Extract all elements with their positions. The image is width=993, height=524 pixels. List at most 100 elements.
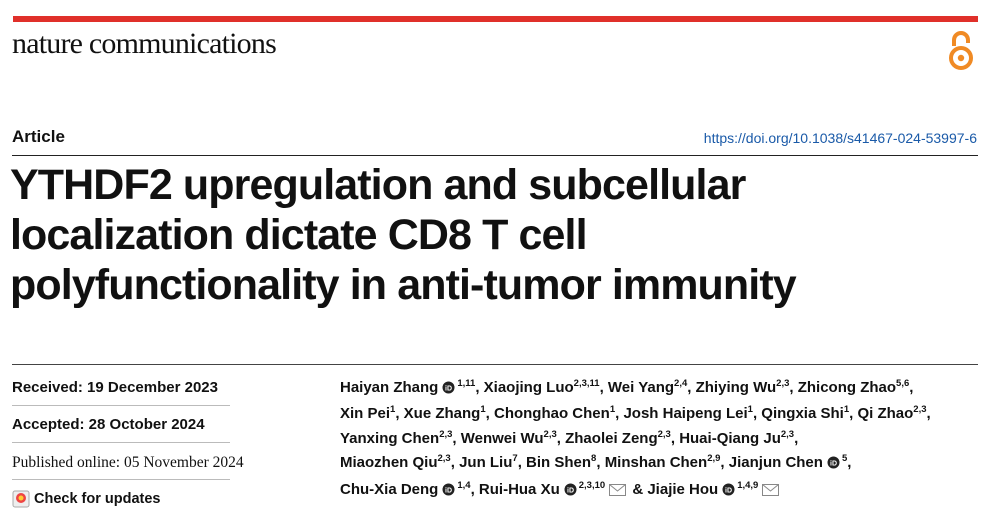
author-line: Chu-Xia Deng iD 1,4, Rui-Hua Xu iD 2,3,10 & … xyxy=(340,478,931,504)
affiliation: 5,6 xyxy=(896,378,910,389)
affiliation: 2,3,10 xyxy=(578,479,606,491)
affiliation: 1,11 xyxy=(457,378,476,389)
author-name: Zhiying Wu xyxy=(695,379,777,396)
svg-text:iD: iD xyxy=(725,487,732,494)
orcid-icon: iD xyxy=(827,456,840,469)
separator: , xyxy=(789,379,798,396)
author-line: Xin Pei1, Xue Zhang1, Chonghao Chen1, Jo… xyxy=(340,402,931,426)
check-updates-text[interactable]: Check for updates xyxy=(34,491,161,507)
open-access-icon xyxy=(949,31,973,70)
email-icon xyxy=(609,483,627,496)
author-line: Haiyan Zhang iD 1,11, Xiaojing Luo2,3,11, … xyxy=(340,376,931,402)
svg-text:iD: iD xyxy=(567,487,574,494)
separator: , xyxy=(615,405,624,423)
author-name: Rui-Hua Xu xyxy=(478,480,560,498)
separator: , xyxy=(599,379,608,396)
affiliation: 1,4 xyxy=(457,479,471,491)
doi-link[interactable]: https://doi.org/10.1038/s41467-024-53997… xyxy=(703,130,977,146)
author-name: Chonghao Chen xyxy=(493,405,610,423)
separator: , xyxy=(687,379,696,396)
affiliation: 2,3 xyxy=(437,453,451,465)
affiliation: 8 xyxy=(591,453,597,465)
author-name: Jiajie Hou xyxy=(647,480,719,498)
orcid[interactable]: iD xyxy=(722,480,735,504)
separator: , xyxy=(926,405,931,423)
affiliation: 1 xyxy=(390,404,396,416)
affiliation: 2,3 xyxy=(780,428,795,440)
separator: , xyxy=(849,405,858,423)
orcid[interactable]: iD xyxy=(442,480,455,504)
affiliation: 2,3 xyxy=(657,428,671,440)
separator: , xyxy=(794,429,799,447)
affiliation: 7 xyxy=(512,453,518,465)
orcid-icon: iD xyxy=(564,483,577,496)
author-name: Zhicong Zhao xyxy=(797,379,897,396)
header-bar xyxy=(13,16,978,22)
author-name: Zhaolei Zeng xyxy=(565,429,658,447)
author-name: Qi Zhao xyxy=(857,405,914,423)
accepted-date: Accepted: 28 October 2024 xyxy=(12,416,205,433)
separator: , xyxy=(470,480,479,498)
separator xyxy=(12,442,230,443)
author-name: Huai-Qiang Ju xyxy=(679,429,781,447)
affiliation: 2,4 xyxy=(674,378,688,389)
author-list: Haiyan Zhang iD 1,11, Xiaojing Luo2,3,11, … xyxy=(340,376,931,504)
title-line: YTHDF2 upregulation and subcellular xyxy=(10,161,746,209)
affiliation: 1 xyxy=(480,404,486,416)
email-icon xyxy=(762,483,780,496)
separator: , xyxy=(720,454,729,472)
orcid[interactable]: iD xyxy=(564,480,577,504)
affiliation: 2,3 xyxy=(439,428,453,440)
author-name: Haiyan Zhang xyxy=(340,379,439,396)
title-line: polyfunctionality in anti-tumor immunity xyxy=(10,261,797,309)
divider xyxy=(12,364,978,365)
check-updates-icon xyxy=(12,490,30,508)
svg-text:iD: iD xyxy=(445,487,452,494)
affiliation: 1 xyxy=(843,404,850,416)
affiliation: 5 xyxy=(841,453,848,465)
svg-text:iD: iD xyxy=(445,386,452,393)
orcid[interactable]: iD xyxy=(827,453,840,477)
author-line: Yanxing Chen2,3, Wenwei Wu2,3, Zhaolei Z… xyxy=(340,427,931,451)
orcid-icon: iD xyxy=(722,483,735,496)
separator: , xyxy=(517,454,527,472)
author-name: Xin Pei xyxy=(340,405,391,423)
separator: , xyxy=(909,379,914,396)
author-name: Josh Haipeng Lei xyxy=(623,405,748,423)
email[interactable] xyxy=(609,480,627,504)
author-name: Chu-Xia Deng xyxy=(340,480,439,498)
affiliation: 1,4,9 xyxy=(737,479,759,491)
separator: , xyxy=(485,405,494,423)
orcid-icon: iD xyxy=(442,483,455,496)
separator: & xyxy=(628,480,648,498)
orcid-icon: iD xyxy=(442,381,455,394)
separator: , xyxy=(452,429,461,447)
check-updates[interactable]: Check for updates xyxy=(12,490,161,508)
author-name: Minshan Chen xyxy=(604,454,708,472)
author-name: Miaozhen Qiu xyxy=(340,454,438,472)
author-name: Wei Yang xyxy=(607,379,675,396)
separator xyxy=(12,479,230,480)
affiliation: 1 xyxy=(609,404,616,416)
journal-name[interactable]: nature communications xyxy=(12,27,277,60)
separator: , xyxy=(596,454,605,472)
affiliation: 2,3 xyxy=(543,428,557,440)
separator: , xyxy=(395,405,404,423)
email[interactable] xyxy=(762,480,780,504)
title-line: localization dictate CD8 T cell xyxy=(10,211,588,259)
article-title: YTHDF2 upregulation and subcellular local… xyxy=(10,160,797,310)
affiliation: 1 xyxy=(747,404,753,416)
author-name: Qingxia Shi xyxy=(761,405,844,423)
author-name: Xue Zhang xyxy=(403,405,481,423)
divider xyxy=(12,155,978,156)
separator: , xyxy=(752,405,762,423)
affiliation: 2,3 xyxy=(776,378,790,389)
orcid[interactable]: iD xyxy=(442,378,455,402)
separator: , xyxy=(670,429,680,447)
affiliation: 2,9 xyxy=(707,453,721,465)
author-name: Bin Shen xyxy=(526,454,592,472)
affiliation: 2,3 xyxy=(913,404,927,416)
author-name: Jianjun Chen xyxy=(728,454,823,472)
svg-text:iD: iD xyxy=(830,461,837,468)
